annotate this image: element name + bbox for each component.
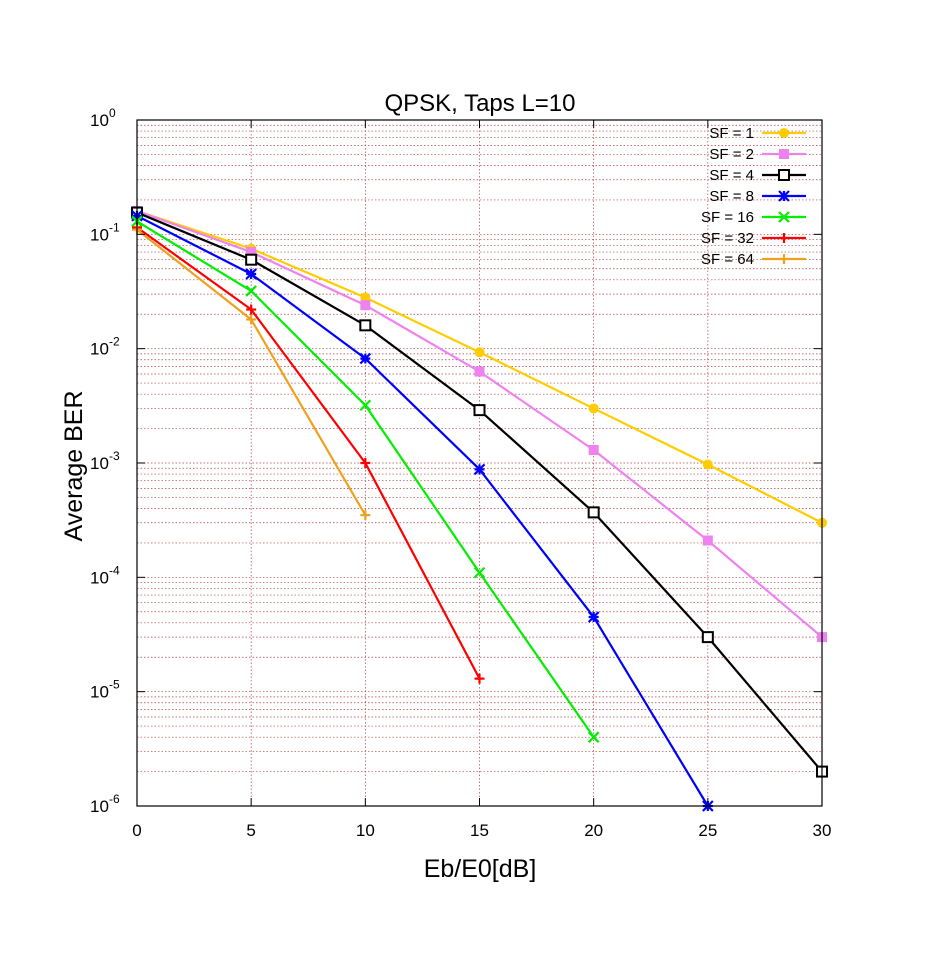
data-point-sf-16 (245, 285, 257, 297)
data-point-sf-16 (587, 731, 600, 743)
y-tick-label-base: 10 (90, 340, 109, 359)
legend-label: SF = 64 (701, 251, 754, 268)
y-tick-label: 10 -2 (90, 335, 120, 359)
data-point-sf-64 (360, 510, 371, 521)
x-tick-label: 20 (584, 821, 603, 840)
legend-swatch-marker (779, 128, 789, 138)
legend-item-sf-16: SF = 16 (701, 209, 806, 226)
legend-item-sf-64: SF = 64 (701, 251, 806, 268)
y-tick-label-exponent: -1 (109, 220, 120, 234)
series-line-sf-8 (136, 214, 709, 807)
y-tick-label-base: 10 (90, 454, 109, 473)
data-point-sf-8 (245, 268, 257, 280)
y-tick-label-exponent: -6 (109, 792, 120, 806)
x-axis-label: Eb/E0[dB] (424, 855, 537, 883)
legend-item-sf-32: SF = 32 (701, 230, 806, 247)
y-tick-label: 10 -4 (90, 563, 120, 587)
data-point-sf-32 (474, 673, 485, 684)
y-tick-label-exponent: 0 (109, 106, 116, 120)
x-tick-label: 15 (470, 821, 489, 840)
legend-item-sf-4: SF = 4 (709, 167, 806, 184)
data-point-sf-2 (360, 300, 371, 311)
y-tick-label-base: 10 (90, 225, 109, 244)
legend-label: SF = 1 (709, 125, 754, 142)
legend-label: SF = 8 (709, 188, 754, 205)
data-point-sf-1 (702, 459, 713, 470)
data-point-sf-4 (587, 506, 600, 519)
legend-label: SF = 16 (701, 209, 754, 226)
y-tick-label-base: 10 (90, 568, 109, 587)
x-tick-label: 5 (246, 821, 255, 840)
data-point-sf-32 (360, 458, 371, 468)
y-tick-label-base: 10 (90, 797, 109, 816)
data-point-sf-8 (473, 463, 486, 476)
y-tick-label-exponent: -5 (109, 678, 120, 692)
data-point-sf-8 (359, 352, 372, 365)
y-tick-label: 10 -6 (90, 792, 120, 816)
data-point-sf-16 (473, 566, 486, 579)
data-point-sf-4 (701, 631, 714, 644)
data-point-sf-2 (702, 535, 713, 546)
data-point-sf-2 (474, 366, 485, 377)
x-tick-label: 25 (698, 821, 717, 840)
legend-label: SF = 32 (701, 230, 754, 247)
data-point-sf-8 (587, 611, 600, 623)
legend-label: SF = 4 (709, 167, 754, 184)
y-tick-label-base: 10 (90, 683, 109, 702)
legend-item-sf-2: SF = 2 (709, 146, 806, 163)
data-point-sf-4 (359, 319, 372, 332)
series-lines (131, 205, 828, 812)
y-tick-label: 10 -3 (90, 449, 120, 473)
legend-swatch-marker (778, 169, 790, 181)
legend-swatch-marker (779, 233, 789, 243)
x-tick-label: 10 (356, 821, 375, 840)
legend-swatch-marker (779, 254, 789, 264)
legend-item-sf-8: SF = 8 (709, 188, 806, 205)
chart-title: QPSK, Taps L=10 (384, 90, 575, 117)
y-tick-label: 10 -5 (90, 678, 120, 702)
series-sf-8 (131, 210, 714, 812)
y-tick-label-exponent: -2 (109, 335, 120, 349)
y-tick-label-exponent: -3 (109, 449, 120, 463)
x-tick-label: 0 (132, 821, 141, 840)
legend-swatch-marker (779, 149, 789, 159)
data-point-sf-2 (246, 247, 257, 258)
data-point-sf-2 (588, 444, 599, 455)
y-tick-label-exponent: -4 (109, 563, 120, 577)
legend: SF = 1 SF = 2 SF = 4 SF = 8 SF = 16 SF = 32 SF… (701, 125, 806, 268)
data-point-sf-64 (246, 314, 257, 325)
y-tick-label-base: 10 (90, 111, 109, 130)
data-point-sf-1 (588, 403, 599, 414)
legend-item-sf-1: SF = 1 (709, 125, 806, 142)
x-tick-label: 30 (813, 821, 832, 840)
y-tick-label: 10 -1 (90, 220, 120, 244)
data-point-sf-16 (359, 399, 372, 412)
data-point-sf-32 (246, 304, 257, 315)
legend-swatch-marker (778, 190, 790, 202)
y-axis-label: Average BER (60, 390, 88, 541)
series-sf-32 (132, 222, 485, 684)
data-point-sf-1 (474, 347, 485, 358)
legend-swatch-marker (778, 211, 790, 223)
y-tick-label: 10 0 (90, 106, 116, 130)
legend-label: SF = 2 (709, 146, 754, 163)
data-point-sf-4 (473, 404, 486, 417)
series-line-sf-32 (136, 226, 481, 680)
data-point-sf-4 (245, 253, 258, 266)
